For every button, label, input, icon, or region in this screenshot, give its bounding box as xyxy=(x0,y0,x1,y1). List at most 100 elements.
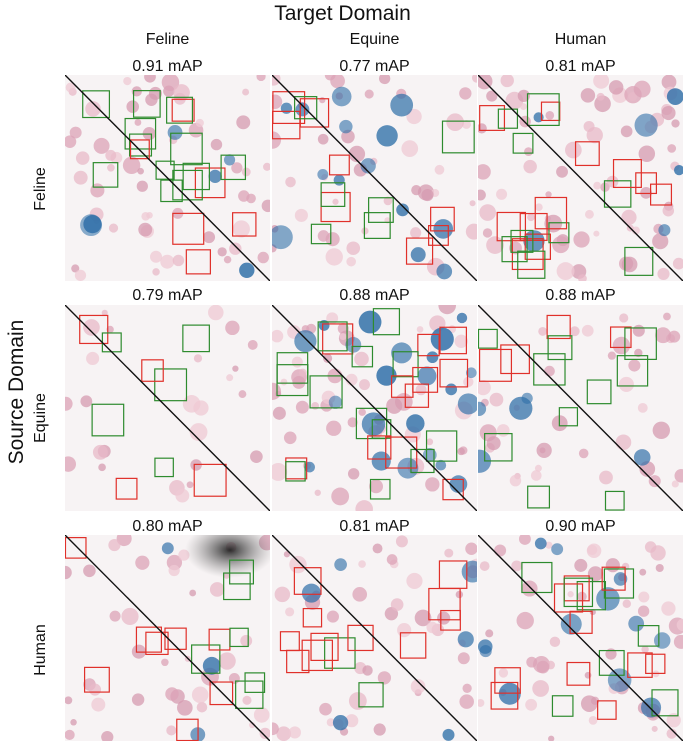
figure-title: Target Domain xyxy=(274,2,411,25)
panel-r0c1 xyxy=(272,75,477,281)
ground-truth-box xyxy=(624,327,657,360)
prediction-box xyxy=(279,631,300,652)
prediction-box xyxy=(597,700,617,720)
ground-truth-box xyxy=(351,345,374,368)
prediction-box xyxy=(500,344,530,375)
panel-r2c0 xyxy=(65,535,270,741)
prediction-box xyxy=(524,233,551,260)
prediction-box xyxy=(439,358,469,388)
prediction-box xyxy=(115,477,138,500)
ground-truth-box xyxy=(155,160,175,180)
micrograph-r1c2 xyxy=(478,305,683,511)
ground-truth-box xyxy=(484,432,513,462)
column-header-human: Human xyxy=(554,31,607,48)
ground-truth-box xyxy=(372,308,401,336)
map-label-r1c1: 0.88 mAP xyxy=(339,287,410,304)
prediction-box xyxy=(519,212,548,241)
prediction-box xyxy=(83,666,110,693)
source-domain-title: Source Domain xyxy=(5,319,28,465)
ground-truth-box xyxy=(548,222,570,244)
panel-r1c1 xyxy=(272,305,477,511)
diagonal-divider xyxy=(272,535,477,741)
ground-truth-box xyxy=(563,577,594,608)
ground-truth-box xyxy=(191,644,221,674)
prediction-box xyxy=(428,225,449,246)
prediction-box xyxy=(320,191,351,223)
row-header-equine: Equine xyxy=(32,393,49,443)
ground-truth-box xyxy=(551,695,574,717)
ground-truth-box xyxy=(517,250,546,279)
prediction-box xyxy=(609,326,632,349)
prediction-box xyxy=(194,167,226,199)
micrograph-r0c0 xyxy=(65,75,270,281)
prediction-box xyxy=(479,105,506,131)
prediction-box xyxy=(328,154,350,176)
micrograph-r2c1 xyxy=(272,535,477,741)
prediction-box xyxy=(310,632,339,662)
ground-truth-box xyxy=(478,328,498,349)
ground-truth-box xyxy=(651,689,679,717)
prediction-box xyxy=(553,583,584,613)
prediction-box xyxy=(129,139,150,160)
prediction-box xyxy=(428,587,461,621)
prediction-box xyxy=(232,212,257,237)
map-label-r2c0: 0.80 mAP xyxy=(132,518,203,535)
ground-truth-box xyxy=(441,120,475,154)
ground-truth-box xyxy=(124,117,157,150)
prediction-box xyxy=(367,435,392,460)
panel-r1c2 xyxy=(478,305,683,511)
ground-truth-box xyxy=(229,627,249,648)
ground-truth-box xyxy=(598,649,625,676)
prediction-box xyxy=(172,212,205,245)
diagonal-divider xyxy=(65,535,270,741)
prediction-box xyxy=(569,610,593,634)
ground-truth-box xyxy=(501,236,528,263)
ground-truth-box xyxy=(182,324,210,353)
ground-truth-box xyxy=(324,637,356,669)
ground-truth-box xyxy=(182,162,210,191)
prediction-box xyxy=(404,383,430,408)
ground-truth-box xyxy=(603,568,635,599)
prediction-box xyxy=(650,183,673,206)
prediction-box xyxy=(193,463,227,497)
prediction-box xyxy=(511,238,544,271)
prediction-box xyxy=(145,631,169,656)
ground-truth-box xyxy=(128,133,153,157)
prediction-box xyxy=(347,624,374,652)
ground-truth-box xyxy=(512,132,534,154)
prediction-box xyxy=(141,359,164,382)
prediction-box xyxy=(478,348,513,382)
prediction-box xyxy=(185,249,211,275)
prediction-box xyxy=(627,652,653,678)
ground-truth-box xyxy=(285,461,306,482)
micrograph-r1c1 xyxy=(272,305,477,511)
ground-truth-box xyxy=(358,682,384,708)
ground-truth-box xyxy=(166,96,194,124)
diagonal-divider xyxy=(478,305,683,511)
row-header-human: Human xyxy=(32,624,49,676)
map-label-r1c2: 0.88 mAP xyxy=(545,287,616,304)
ground-truth-box xyxy=(533,353,566,386)
map-label-r2c2: 0.90 mAP xyxy=(545,518,616,535)
panel-r0c0 xyxy=(65,75,270,281)
map-label-r2c1: 0.81 mAP xyxy=(339,518,410,535)
prediction-box xyxy=(494,667,521,694)
prediction-box xyxy=(440,609,461,631)
prediction-box xyxy=(490,681,519,710)
prediction-box xyxy=(272,110,301,140)
ground-truth-box xyxy=(624,246,654,276)
ground-truth-box xyxy=(527,485,551,509)
prediction-box xyxy=(405,237,434,265)
ground-truth-box xyxy=(229,559,254,585)
prediction-box xyxy=(385,436,418,469)
ground-truth-box xyxy=(368,197,394,223)
column-header-equine: Equine xyxy=(349,31,400,48)
diagonal-divider xyxy=(65,75,270,281)
panel-r2c2 xyxy=(478,535,683,741)
prediction-box xyxy=(546,314,571,340)
ground-truth-box xyxy=(586,379,612,405)
prediction-box xyxy=(601,566,626,591)
micrograph-r2c0 xyxy=(65,535,270,741)
panel-r0c2 xyxy=(478,75,683,281)
ground-truth-box xyxy=(91,403,125,437)
